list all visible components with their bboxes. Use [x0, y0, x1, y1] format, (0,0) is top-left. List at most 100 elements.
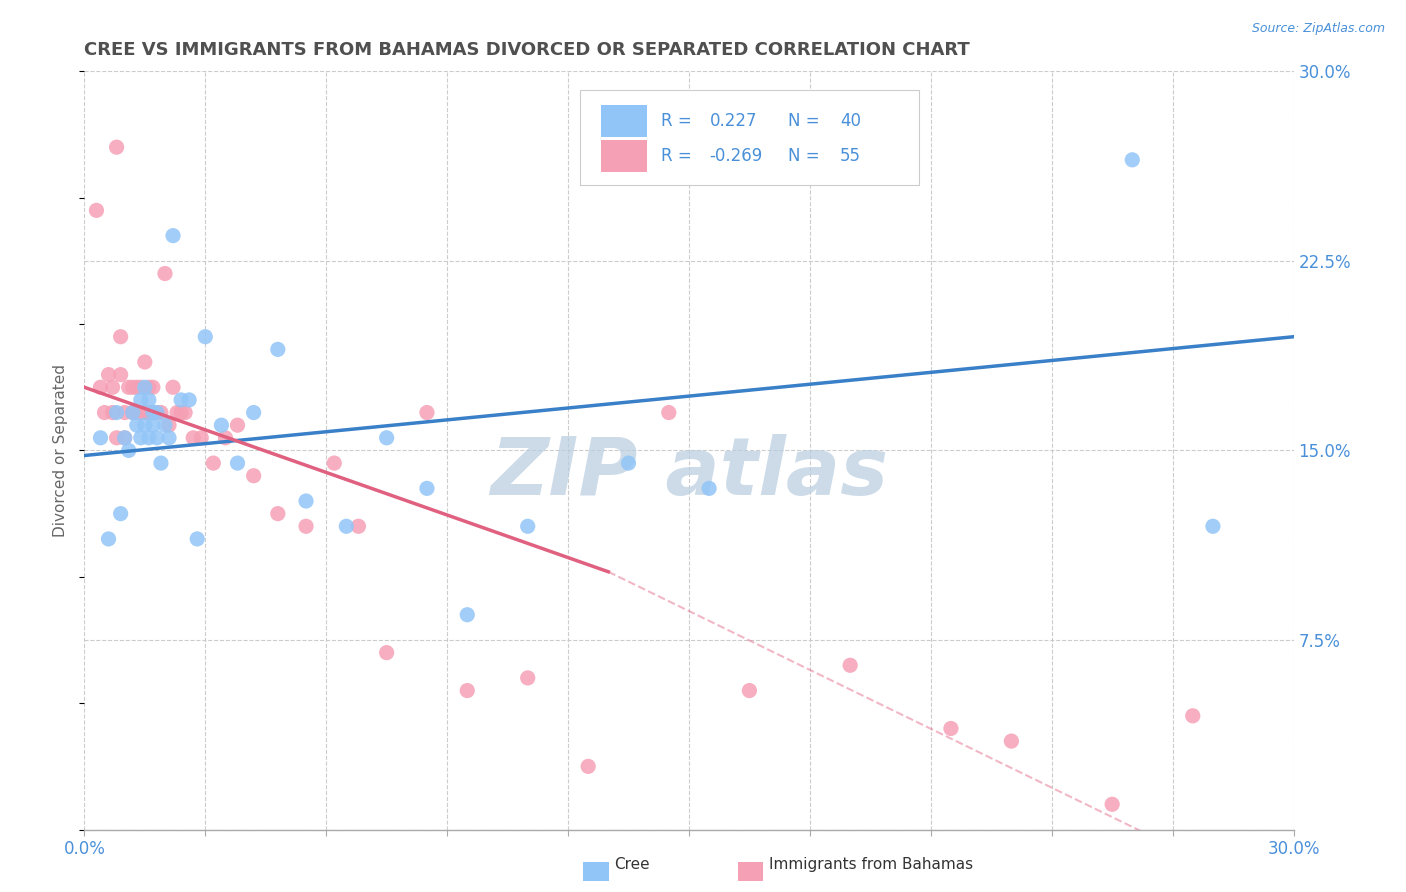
Point	[617, 456, 640, 470]
Point	[335, 519, 357, 533]
Point	[138, 405, 160, 420]
Text: Source: ZipAtlas.com: Source: ZipAtlas.com	[1251, 22, 1385, 36]
Point	[153, 418, 176, 433]
Point	[174, 405, 197, 420]
Text: 40: 40	[841, 112, 860, 129]
Point	[97, 368, 120, 382]
Point	[134, 418, 156, 433]
Point	[118, 443, 141, 458]
Point	[162, 228, 184, 243]
Point	[105, 140, 128, 154]
Point	[125, 380, 148, 394]
Text: 55: 55	[841, 147, 860, 165]
Point	[129, 405, 152, 420]
Point	[118, 380, 141, 394]
Point	[149, 405, 172, 420]
Point	[142, 405, 165, 420]
Point	[1101, 797, 1123, 812]
Point	[114, 405, 136, 420]
Point	[181, 431, 204, 445]
Text: 0.227: 0.227	[710, 112, 756, 129]
Point	[516, 519, 538, 533]
Point	[170, 392, 193, 407]
Point	[209, 418, 232, 433]
Point	[125, 405, 148, 420]
Point	[242, 405, 264, 420]
Point	[153, 267, 176, 281]
Point	[738, 683, 761, 698]
Point	[149, 456, 172, 470]
Point	[1181, 708, 1204, 723]
Point	[456, 683, 478, 698]
Point	[267, 507, 290, 521]
Point	[121, 405, 143, 420]
FancyBboxPatch shape	[581, 90, 918, 186]
Text: R =: R =	[661, 112, 697, 129]
Y-axis label: Divorced or Separated: Divorced or Separated	[53, 364, 69, 537]
Point	[1121, 153, 1143, 167]
Point	[1202, 519, 1225, 533]
Point	[105, 405, 128, 420]
Text: N =: N =	[789, 112, 825, 129]
Point	[97, 532, 120, 546]
Point	[295, 519, 318, 533]
Text: R =: R =	[661, 147, 697, 165]
Point	[170, 405, 193, 420]
Point	[110, 368, 132, 382]
Point	[138, 431, 160, 445]
Point	[146, 405, 169, 420]
Point	[347, 519, 370, 533]
Point	[110, 507, 132, 521]
Point	[939, 722, 962, 736]
Point	[89, 431, 111, 445]
Point	[267, 343, 290, 357]
Point	[166, 405, 188, 420]
Text: N =: N =	[789, 147, 825, 165]
Point	[110, 330, 132, 344]
Point	[375, 646, 398, 660]
Bar	[600, 140, 647, 172]
Point	[134, 355, 156, 369]
Point	[114, 431, 136, 445]
Point	[146, 405, 169, 420]
Point	[226, 456, 249, 470]
Point	[576, 759, 599, 773]
Point	[697, 482, 720, 496]
Text: CREE VS IMMIGRANTS FROM BAHAMAS DIVORCED OR SEPARATED CORRELATION CHART: CREE VS IMMIGRANTS FROM BAHAMAS DIVORCED…	[84, 41, 970, 59]
Point	[101, 405, 124, 420]
Point	[375, 431, 398, 445]
Text: Cree: Cree	[614, 857, 650, 872]
Point	[162, 380, 184, 394]
Point	[121, 405, 143, 420]
Point	[142, 405, 165, 420]
Point	[101, 380, 124, 394]
Point	[129, 392, 152, 407]
Point	[146, 431, 169, 445]
Point	[186, 532, 208, 546]
Point	[138, 380, 160, 394]
Point	[121, 380, 143, 394]
Point	[190, 431, 212, 445]
Text: ZIP atlas: ZIP atlas	[489, 434, 889, 512]
Point	[416, 405, 439, 420]
Point	[658, 405, 681, 420]
Point	[129, 431, 152, 445]
Point	[242, 468, 264, 483]
Point	[157, 431, 180, 445]
Point	[142, 418, 165, 433]
Point	[456, 607, 478, 622]
Point	[114, 431, 136, 445]
Point	[214, 431, 236, 445]
Point	[125, 418, 148, 433]
Point	[134, 405, 156, 420]
Bar	[600, 104, 647, 136]
Point	[1000, 734, 1022, 748]
Point	[134, 380, 156, 394]
Point	[516, 671, 538, 685]
Point	[157, 418, 180, 433]
Point	[105, 431, 128, 445]
Point	[86, 203, 108, 218]
Point	[89, 380, 111, 394]
Point	[179, 392, 201, 407]
Point	[194, 330, 217, 344]
